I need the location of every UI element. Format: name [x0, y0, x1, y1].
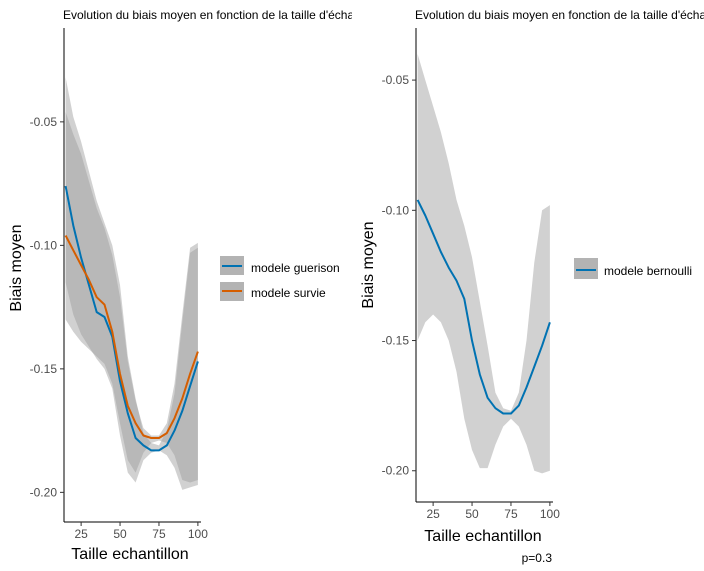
left-chart-panel: Evolution du biais moyen en fonction de … — [8, 8, 386, 563]
right-x-tick-label: 25 — [426, 507, 440, 521]
legend-label-survie: modele survie — [251, 286, 326, 300]
right-x-tick-label: 50 — [465, 507, 479, 521]
left-x-tick-label: 50 — [113, 527, 127, 541]
right-y-tick-label: -0.15 — [382, 334, 410, 348]
legend-label-bernoulli: modele bernoulli — [604, 264, 692, 278]
left-y-tick-label: -0.10 — [30, 238, 58, 252]
right-series-line-1 — [416, 199, 551, 415]
left-y-axis-label: Biais moyen — [8, 224, 25, 311]
left-series-line-1 — [64, 185, 199, 452]
right-chart-caption: p=0.3 — [522, 551, 553, 565]
right-legend: modele bernoulli — [574, 258, 692, 279]
right-x-tick-label: 75 — [504, 507, 518, 521]
right-y-tick-label: -0.20 — [382, 464, 410, 478]
right-x-tick-label: 100 — [540, 507, 560, 521]
left-y-tick-label: -0.05 — [30, 115, 58, 129]
left-series-line-2 — [64, 235, 199, 439]
left-x-tick-label: 25 — [74, 527, 88, 541]
right-chart-title: Evolution du biais moyen en fonction de … — [415, 8, 704, 22]
right-x-axis-label: Taille echantillon — [424, 528, 541, 545]
left-x-tick-label: 75 — [152, 527, 166, 541]
right-y-tick-label: -0.05 — [382, 73, 410, 87]
left-confidence-band-1 — [65, 77, 198, 490]
right-y-tick-label: -0.10 — [382, 203, 410, 217]
right-chart-panel: Evolution du biais moyen en fonction de … — [360, 8, 704, 565]
left-chart-title: Evolution du biais moyen en fonction de … — [63, 8, 386, 22]
legend-label-guerison: modele guerison — [251, 261, 340, 275]
left-x-axis-label: Taille echantillon — [71, 546, 188, 563]
left-x-tick-label: 100 — [188, 527, 208, 541]
left-legend: modele guerison modele survie — [220, 256, 340, 301]
right-y-axis-label: Biais moyen — [360, 221, 377, 308]
right-confidence-band-1 — [417, 54, 550, 474]
left-y-tick-label: -0.15 — [30, 362, 58, 376]
left-y-tick-label: -0.20 — [30, 485, 58, 499]
legend-key-bg-bernoulli — [574, 258, 598, 279]
